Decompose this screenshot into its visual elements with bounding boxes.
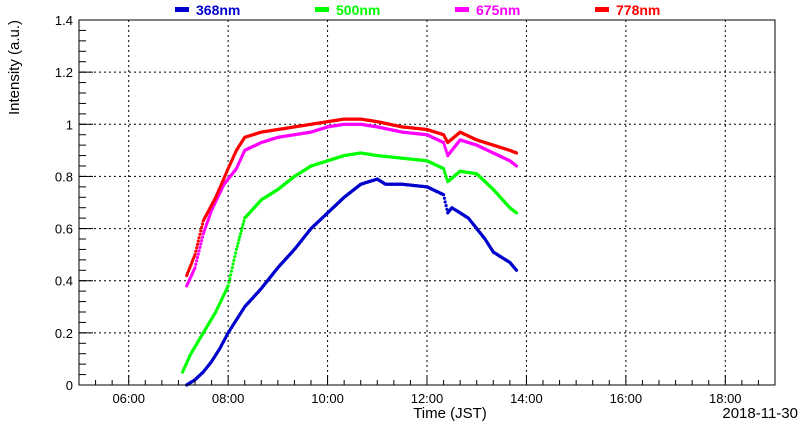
data-point — [442, 196, 446, 200]
data-point — [442, 167, 446, 171]
series-marks — [181, 117, 519, 387]
data-point — [444, 174, 448, 178]
axis-ticks: 06:00 08:00 10:00 12:00 14:00 16:00 18:00 0 0.2 0… — [55, 13, 776, 406]
data-point — [230, 266, 234, 270]
data-point — [514, 211, 519, 215]
series-778nm — [185, 117, 519, 278]
data-point — [195, 259, 199, 263]
data-point — [229, 273, 233, 277]
data-point — [241, 222, 245, 226]
data-point — [228, 277, 232, 281]
data-point — [198, 232, 202, 236]
data-point — [239, 232, 243, 236]
data-point — [442, 143, 446, 147]
data-point — [235, 244, 239, 248]
data-point — [199, 229, 203, 233]
x-tick-label: 06:00 — [112, 391, 145, 406]
data-point — [205, 220, 209, 224]
data-point — [197, 236, 201, 240]
data-point — [442, 140, 446, 145]
data-point — [442, 169, 446, 173]
y-tick-label: 1 — [66, 117, 73, 132]
data-point — [195, 255, 200, 260]
x-tick-label: 18:00 — [709, 391, 742, 406]
data-point — [195, 242, 200, 247]
data-point — [229, 269, 234, 273]
x-tick-label: 10:00 — [311, 391, 344, 406]
data-point — [442, 193, 446, 197]
data-point — [194, 249, 198, 253]
grid — [79, 20, 775, 385]
data-point — [196, 252, 200, 256]
data-point — [209, 211, 213, 215]
date-label: 2018-11-30 — [722, 405, 798, 422]
legend-swatch — [315, 7, 329, 12]
data-point — [234, 247, 238, 251]
data-point — [238, 235, 242, 239]
data-point — [445, 207, 449, 211]
legend-swatch — [595, 7, 609, 12]
data-point — [443, 172, 447, 176]
y-tick-label: 0.8 — [55, 169, 73, 184]
data-point — [514, 151, 519, 155]
data-point — [234, 251, 238, 255]
data-point — [200, 239, 204, 243]
data-point — [444, 148, 448, 152]
legend-label: 368nm — [196, 2, 240, 18]
data-point — [227, 280, 231, 284]
data-point — [200, 235, 205, 239]
data-point — [443, 200, 447, 204]
data-point — [193, 266, 197, 270]
y-tick-label: 0.6 — [55, 222, 73, 237]
data-point — [198, 245, 202, 249]
series-368nm — [185, 177, 519, 387]
legend-label: 500nm — [336, 2, 380, 18]
data-point — [197, 249, 201, 253]
legend-label: 778nm — [616, 2, 660, 18]
y-tick-label: 0.4 — [55, 274, 73, 289]
series-500nm — [181, 151, 519, 374]
legend: 368nm 500nm 675nm 778nm — [175, 2, 660, 18]
data-point — [444, 204, 448, 208]
data-point — [193, 253, 197, 257]
data-point — [514, 164, 519, 168]
data-point — [201, 232, 205, 236]
data-point — [200, 225, 204, 230]
data-point — [203, 227, 207, 231]
legend-label: 675nm — [476, 2, 520, 18]
x-tick-label: 16:00 — [610, 391, 643, 406]
y-tick-label: 1.2 — [55, 65, 73, 80]
data-point — [231, 262, 235, 266]
x-tick-label: 14:00 — [510, 391, 543, 406]
data-point — [240, 225, 244, 230]
y-tick-label: 0.2 — [55, 326, 73, 341]
data-point — [195, 246, 199, 250]
data-point — [514, 268, 519, 272]
data-point — [236, 241, 240, 245]
series-675nm — [185, 122, 519, 288]
data-point — [194, 262, 198, 266]
y-tick-label: 0 — [66, 378, 73, 393]
legend-swatch — [175, 7, 189, 12]
data-point — [196, 239, 200, 243]
x-tick-label: 08:00 — [212, 391, 245, 406]
data-point — [237, 238, 241, 242]
y-tick-label: 1.4 — [55, 13, 73, 28]
data-point — [239, 229, 243, 233]
data-point — [443, 146, 447, 150]
data-point — [226, 284, 230, 288]
data-point — [242, 219, 246, 223]
legend-swatch — [455, 7, 469, 12]
data-point — [232, 258, 236, 262]
x-axis-label: Time (JST) — [413, 405, 487, 422]
y-axis-label: Intensity (a.u.) — [6, 20, 23, 115]
data-point — [200, 222, 205, 226]
data-point — [233, 255, 237, 259]
x-tick-label: 12:00 — [411, 391, 444, 406]
data-point — [199, 242, 203, 246]
